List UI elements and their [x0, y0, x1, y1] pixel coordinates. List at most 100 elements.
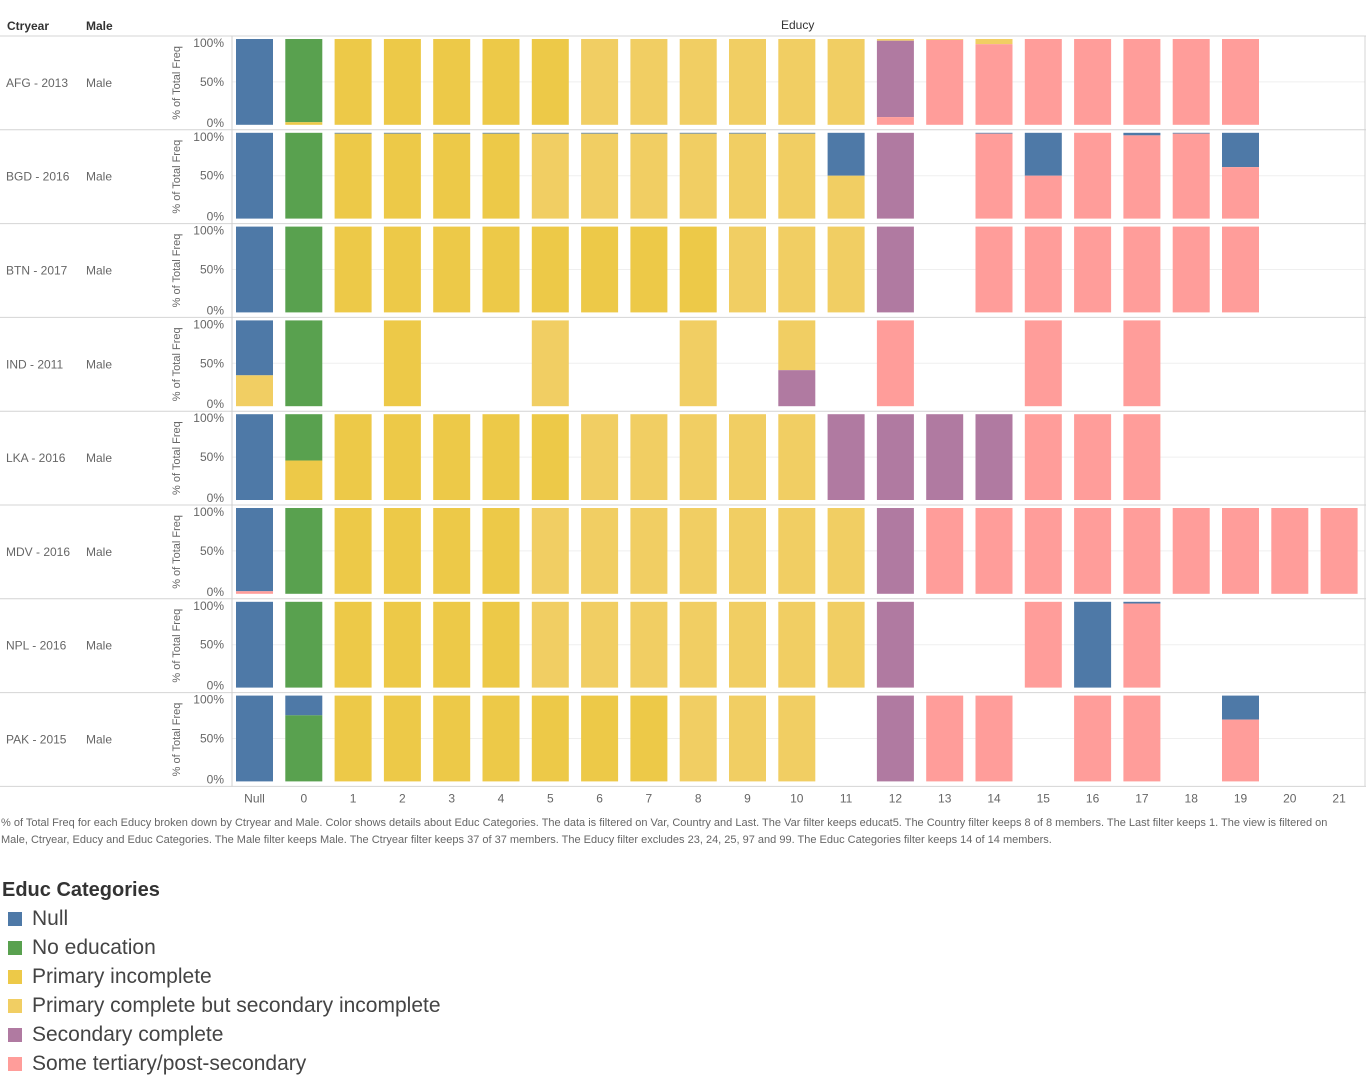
legend-item-pcomp[interactable]: Primary complete but secondary incomplet…	[2, 991, 441, 1020]
bar-segment-tert	[876, 320, 914, 407]
y-tick-label: 50%	[200, 732, 224, 746]
bar-segment-pinc	[285, 460, 323, 500]
legend-label: Primary incomplete	[32, 964, 212, 988]
bar-segment-noed	[285, 226, 323, 313]
bar-segment-pcomp	[729, 414, 766, 500]
legend-label: Some tertiary/post-secondary	[32, 1051, 307, 1075]
bar-segment-pcomp	[630, 39, 668, 125]
bar-segment-pinc	[531, 226, 569, 313]
bar-segment-pinc	[482, 414, 520, 500]
x-tick-label: 14	[987, 791, 1001, 805]
row-label-ctryear: IND - 2011	[6, 357, 63, 371]
bar-segment-pinc	[433, 39, 471, 125]
bar-segment-tert	[975, 508, 1013, 594]
y-axis-label: % of Total Freq	[171, 46, 183, 120]
bar-segment-tert	[1024, 226, 1062, 313]
bar-segment-tert	[1074, 226, 1112, 313]
bar-segment-noed	[285, 320, 323, 407]
row-label-male: Male	[86, 639, 112, 653]
bar-segment-tert	[1123, 414, 1161, 500]
bar-segment-tert	[926, 39, 964, 125]
bar-segment-pinc	[482, 695, 520, 782]
bar-segment-tert	[1024, 508, 1062, 594]
bar-segment-pcomp	[531, 601, 569, 688]
bar-segment-noed	[285, 715, 323, 782]
legend-item-scomp[interactable]: Secondary complete	[2, 1020, 441, 1049]
bar-segment-noed	[285, 132, 323, 219]
row-label-ctryear: NPL - 2016	[6, 639, 67, 653]
bar-segment-tert	[1024, 320, 1062, 407]
legend-label: Primary complete but secondary incomplet…	[32, 993, 441, 1017]
bar-segment-pinc	[383, 414, 421, 500]
bar-segment-null	[236, 132, 273, 219]
y-tick-label: 100%	[193, 130, 224, 144]
y-tick-label: 50%	[200, 263, 224, 277]
bar-segment-scomp	[926, 414, 964, 500]
bar-segment-pcomp	[827, 508, 865, 594]
header-ctryear: Ctryear	[7, 19, 50, 33]
y-axis-label: % of Total Freq	[171, 421, 183, 495]
bar-segment-null	[1074, 601, 1112, 688]
bar-segment-pcomp	[679, 39, 717, 125]
bar-segment-tert	[1123, 508, 1161, 594]
bar-segment-tert	[1271, 508, 1309, 594]
bar-segment-pcomp	[778, 133, 816, 219]
bar-segment-pinc	[334, 133, 372, 219]
x-tick-label: 13	[938, 791, 952, 805]
bar-segment-null	[236, 39, 273, 125]
bar-segment-pcomp	[729, 226, 766, 313]
bar-segment-tert	[1222, 226, 1259, 313]
bar-segment-null	[581, 132, 619, 134]
row-label-male: Male	[86, 76, 112, 90]
bar-segment-tert	[1123, 39, 1161, 125]
bar-segment-tert	[1074, 508, 1112, 594]
bar-segment-pcomp	[778, 695, 816, 782]
bar-segment-tert	[975, 44, 1013, 125]
bar-segment-tert	[1320, 508, 1358, 594]
y-axis-label: % of Total Freq	[171, 609, 183, 683]
bar-segment-null	[383, 132, 421, 134]
header-educy: Educy	[781, 18, 815, 32]
bar-segment-tert	[975, 226, 1013, 313]
bar-segment-pinc	[334, 414, 372, 500]
bar-segment-scomp	[876, 40, 914, 118]
bar-segment-pcomp	[581, 414, 619, 500]
bar-segment-null	[236, 508, 273, 592]
x-tick-label: 21	[1332, 791, 1346, 805]
row-label-male: Male	[86, 170, 112, 184]
bar-segment-scomp	[876, 601, 914, 688]
bar-segment-pinc	[383, 39, 421, 125]
bar-segment-pinc	[334, 226, 372, 313]
legend-item-null[interactable]: Null	[2, 904, 441, 933]
row-label-male: Male	[86, 545, 112, 559]
bar-segment-tert	[1074, 39, 1112, 125]
legend-item-tert[interactable]: Some tertiary/post-secondary	[2, 1049, 441, 1078]
bar-segment-pcomp	[778, 226, 816, 313]
bar-segment-tert	[926, 508, 964, 594]
bar-segment-pcomp	[778, 601, 816, 688]
bar-segment-pcomp	[531, 508, 569, 594]
bar-segment-null	[1222, 695, 1259, 720]
bar-segment-tert	[975, 695, 1013, 782]
row-label-male: Male	[86, 733, 112, 747]
bar-segment-tert	[1172, 508, 1210, 594]
y-tick-label: 50%	[200, 356, 224, 370]
y-tick-label: 0%	[207, 679, 225, 693]
bar-segment-noed	[285, 39, 323, 123]
bar-segment-tert	[1222, 39, 1259, 125]
x-tick-label: 18	[1185, 791, 1199, 805]
bar-segment-pinc	[334, 601, 372, 688]
y-tick-label: 100%	[193, 693, 224, 707]
bar-segment-pcomp	[581, 508, 619, 594]
bar-segment-pcomp	[729, 695, 766, 782]
row-label-male: Male	[86, 451, 112, 465]
bar-segment-pcomp	[827, 39, 865, 125]
chart-caption: % of Total Freq for each Educy broken do…	[1, 817, 1328, 846]
bar-segment-pinc	[433, 601, 471, 688]
legend-item-pinc[interactable]: Primary incomplete	[2, 962, 441, 991]
legend-item-noed[interactable]: No education	[2, 933, 441, 962]
bar-segment-tert	[236, 591, 273, 594]
row-label-ctryear: BGD - 2016	[6, 170, 70, 184]
bar-segment-null	[531, 132, 569, 134]
bar-segment-null	[285, 695, 323, 716]
